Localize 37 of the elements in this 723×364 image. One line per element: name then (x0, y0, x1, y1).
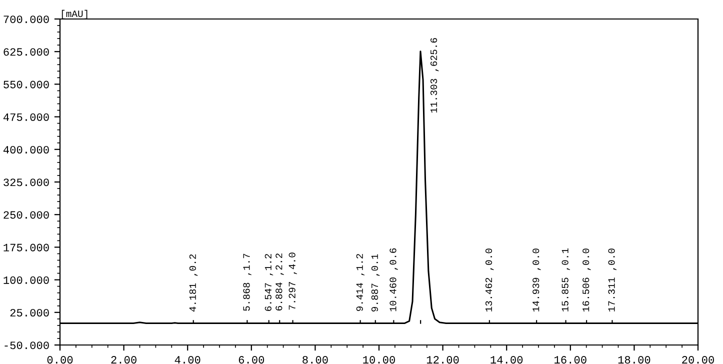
y-tick-label: 475.000 (3, 113, 49, 121)
y-tick-label: 400.000 (3, 146, 49, 154)
annotation: 9.414 ,1.2 (356, 254, 365, 311)
annotation: 13.462 ,0.0 (485, 248, 494, 312)
x-tick-label: 14.00 (490, 356, 523, 364)
x-tick-label: 12.00 (426, 356, 459, 364)
y-tick-label: 625.000 (4, 48, 49, 56)
y-tick-label: 25.000 (10, 308, 49, 317)
y-tick-label: 550.000 (4, 80, 49, 88)
x-tick-label: 0.00 (47, 356, 73, 364)
annotation: 6.884 ,2.2 (276, 254, 284, 310)
y-tick-label: 700.000 (4, 16, 49, 24)
annotation: 15.855 ,0.1 (562, 248, 570, 312)
y-tick-label: -50.000 (4, 342, 49, 350)
x-tick-label: 10.00 (363, 356, 395, 364)
annotation: 6.547 ,1.2 (264, 254, 274, 311)
x-tick-label: 6.00 (238, 356, 264, 364)
annotation: 11.303 ,625.6 (430, 38, 439, 113)
y-tick-label: 325.000 (4, 178, 49, 186)
x-tick-label: 4.00 (174, 356, 200, 364)
y-axis-title: [mAU] (62, 10, 88, 19)
x-tick-label: 20.00 (682, 356, 714, 364)
annotation: 9.887 ,0.1 (371, 254, 380, 312)
annotation: 5.868 ,1.7 (243, 254, 252, 311)
x-tick-label: 2.00 (111, 356, 136, 364)
y-tick-label: 175.000 (4, 244, 49, 252)
annotation: 16.506 ,0.0 (582, 248, 591, 312)
annotation: 10.460 ,0.6 (390, 248, 398, 312)
x-tick-label: 8.00 (302, 356, 328, 364)
x-tick-label: 16.00 (554, 356, 586, 364)
y-tick-label: 250.000 (4, 211, 49, 219)
annotation: 4.181 ,0.2 (189, 254, 198, 312)
annotation: 14.939 ,0.0 (532, 248, 541, 312)
annotation: 17.311 ,0.0 (608, 248, 616, 312)
annotation: 7.297 ,4.0 (288, 252, 298, 310)
y-tick-label: 100.000 (4, 276, 49, 284)
x-tick-label: 18.00 (618, 356, 650, 364)
